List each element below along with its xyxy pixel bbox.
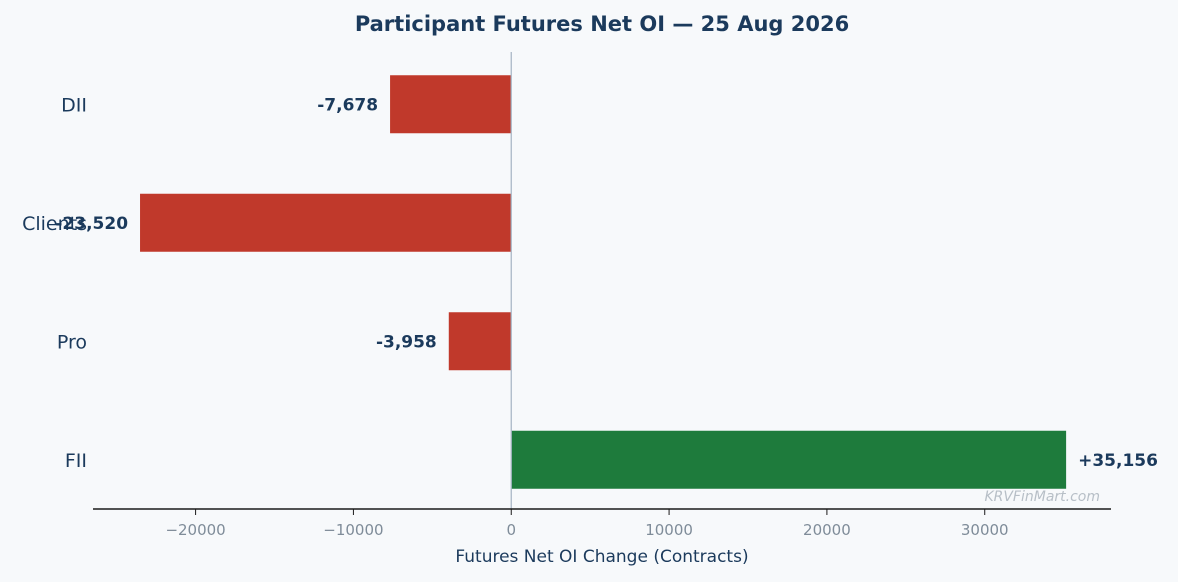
category-label-fii: FII (65, 450, 87, 472)
bar-dii (390, 75, 512, 134)
category-label-dii: DII (61, 94, 87, 116)
value-label-fii: +35,156 (1078, 451, 1158, 471)
x-ticks: −20000 −10000 0 10000 20000 30000 (165, 509, 1009, 539)
value-label-clients: -23,520 (55, 214, 128, 234)
category-label-pro: Pro (57, 331, 87, 353)
category-labels: DII Clients Pro FII (22, 94, 87, 472)
x-tick-label: −20000 (165, 521, 225, 539)
chart-title: Participant Futures Net OI — 25 Aug 2026 (355, 12, 849, 36)
bars-group (140, 75, 1067, 489)
value-label-pro: -3,958 (376, 332, 437, 352)
value-label-dii: -7,678 (317, 95, 378, 115)
watermark: KRVFinMart.com (984, 489, 1100, 505)
x-tick-label: −10000 (323, 521, 383, 539)
x-tick-label: 20000 (803, 521, 851, 539)
category-label-clients: Clients (22, 213, 87, 235)
x-tick-label: 30000 (961, 521, 1009, 539)
bar-pro (448, 312, 512, 371)
x-axis-label: Futures Net OI Change (Contracts) (455, 547, 748, 567)
x-tick-label: 10000 (645, 521, 693, 539)
bar-clients (140, 193, 512, 252)
value-labels: -7,678 -23,520 -3,958 +35,156 (55, 95, 1158, 471)
x-tick-label: 0 (506, 521, 516, 539)
bar-fii (511, 430, 1067, 489)
